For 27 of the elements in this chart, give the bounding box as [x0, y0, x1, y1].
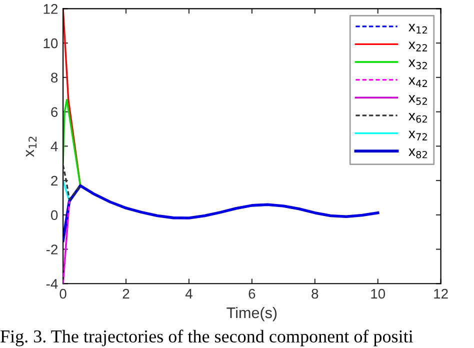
legend-label: x$_{22}$: [408, 42, 427, 52]
legend-label: x$_{72}$: [408, 130, 427, 140]
x-tick-label: 2: [122, 288, 130, 299]
x-tick-label: 10: [371, 288, 386, 299]
legend-label: x$_{62}$: [408, 112, 427, 123]
x-tick-label: 12: [434, 288, 448, 299]
x-axis-title: Time(s): [226, 306, 277, 322]
x-tick-label: 8: [312, 288, 318, 299]
x-tick-label: 0: [60, 288, 66, 299]
y-tick-label: -4: [46, 279, 58, 289]
y-tick-label: 2: [51, 176, 58, 186]
caption: Fig. 3. The trajectories of the second component of positi: [0, 330, 414, 346]
legend-label: x$_{52}$: [408, 95, 427, 105]
y-tick-label: 10: [44, 38, 58, 48]
y-tick-label: 4: [50, 142, 58, 152]
x-tick-label: 4: [185, 288, 192, 299]
y-tick-label: 8: [51, 72, 58, 83]
legend-label: x$_{82}$: [408, 148, 427, 158]
y-tick-label: 0: [51, 210, 58, 220]
y-axis-title: x$_{12}$: [26, 136, 36, 157]
legend-label: x$_{42}$: [408, 77, 427, 87]
y-tick-label: -2: [46, 244, 58, 254]
y-tick-label: 12: [44, 4, 58, 14]
y-tick-label: 6: [51, 107, 58, 117]
legend-label: x$_{32}$: [408, 60, 427, 70]
x-tick-label: 6: [248, 288, 256, 299]
legend-label: x$_{12}$: [408, 24, 427, 34]
